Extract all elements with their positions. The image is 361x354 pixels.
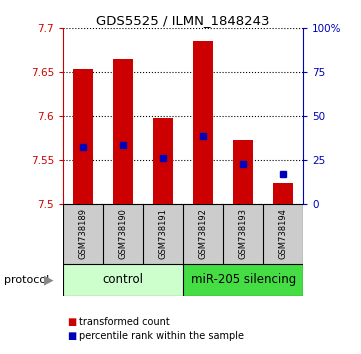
Text: ■: ■: [67, 317, 76, 327]
Text: GSM738190: GSM738190: [119, 208, 128, 259]
Bar: [73, 69, 93, 204]
Text: GSM738194: GSM738194: [279, 208, 288, 259]
Bar: [63, 264, 183, 296]
Bar: [183, 264, 303, 296]
Text: miR-205 silencing: miR-205 silencing: [191, 273, 296, 286]
Text: control: control: [103, 273, 144, 286]
Bar: [153, 118, 173, 204]
Bar: [103, 204, 143, 264]
Text: GSM738193: GSM738193: [239, 208, 248, 259]
Text: ■: ■: [67, 331, 76, 341]
Bar: [233, 139, 253, 204]
Bar: [63, 204, 103, 264]
Text: percentile rank within the sample: percentile rank within the sample: [79, 331, 244, 341]
Title: GDS5525 / ILMN_1848243: GDS5525 / ILMN_1848243: [96, 14, 270, 27]
Text: GSM738192: GSM738192: [199, 208, 208, 259]
Text: GSM738191: GSM738191: [159, 208, 168, 259]
Bar: [223, 204, 263, 264]
Bar: [143, 204, 183, 264]
Text: transformed count: transformed count: [79, 317, 170, 327]
Text: GSM738189: GSM738189: [79, 208, 88, 259]
Text: ▶: ▶: [44, 273, 53, 286]
Bar: [273, 183, 293, 204]
Bar: [263, 204, 303, 264]
Bar: [183, 204, 223, 264]
Bar: [113, 59, 133, 204]
Bar: [193, 41, 213, 204]
Text: protocol: protocol: [4, 275, 49, 285]
